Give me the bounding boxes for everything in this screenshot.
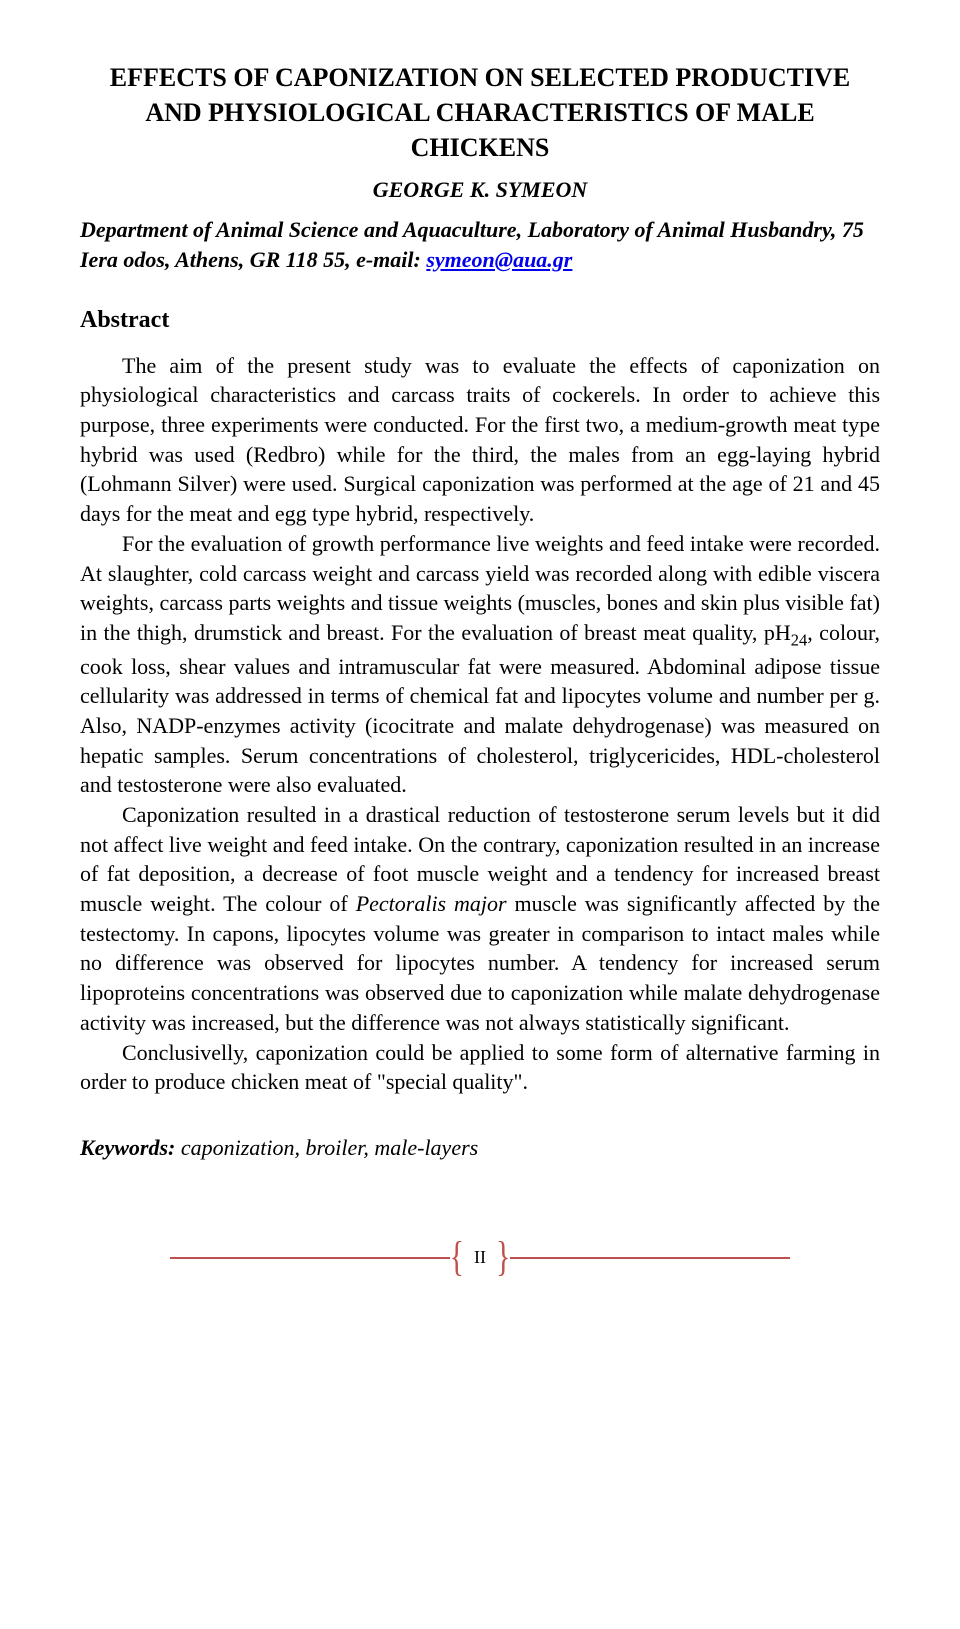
abstract-paragraph-4: Conclusivelly, caponization could be app… <box>80 1038 880 1097</box>
abstract-paragraph-1: The aim of the present study was to eval… <box>80 351 880 529</box>
p2-subscript: 24 <box>791 630 808 649</box>
brace-left-icon <box>450 1237 464 1279</box>
abstract-paragraph-2: For the evaluation of growth performance… <box>80 529 880 800</box>
author-name: GEORGE K. SYMEON <box>80 175 880 205</box>
keywords-label: Keywords: <box>80 1135 175 1160</box>
title-line-2: AND PHYSIOLOGICAL CHARACTERISTICS OF MAL… <box>145 98 814 127</box>
page-number-ornament: II <box>450 1243 511 1273</box>
p3-italic: Pectoralis major <box>356 891 507 916</box>
keywords-values: caponization, broiler, male-layers <box>175 1135 478 1160</box>
author-email-link[interactable]: symeon@aua.gr <box>426 247 572 272</box>
footer-rule-right <box>510 1257 790 1259</box>
p4-text: Conclusivelly, caponization could be app… <box>80 1040 880 1095</box>
abstract-paragraph-3: Caponization resulted in a drastical red… <box>80 800 880 1038</box>
brace-right-icon <box>496 1237 510 1279</box>
paper-title: EFFECTS OF CAPONIZATION ON SELECTED PROD… <box>80 60 880 165</box>
abstract-heading: Abstract <box>80 304 880 336</box>
title-line-3: CHICKENS <box>411 133 550 162</box>
page-footer: II <box>80 1243 880 1273</box>
p2-text-a: For the evaluation of growth performance… <box>80 531 880 645</box>
abstract-body: The aim of the present study was to eval… <box>80 351 880 1097</box>
page-number: II <box>472 1245 488 1269</box>
title-line-1: EFFECTS OF CAPONIZATION ON SELECTED PROD… <box>110 63 850 92</box>
footer-rule-left <box>170 1257 450 1259</box>
affiliation: Department of Animal Science and Aquacul… <box>80 215 880 274</box>
keywords: Keywords: caponization, broiler, male-la… <box>80 1133 880 1163</box>
p2-text-b: , colour, cook loss, shear values and in… <box>80 620 880 797</box>
p1-text: The aim of the present study was to eval… <box>80 353 880 526</box>
